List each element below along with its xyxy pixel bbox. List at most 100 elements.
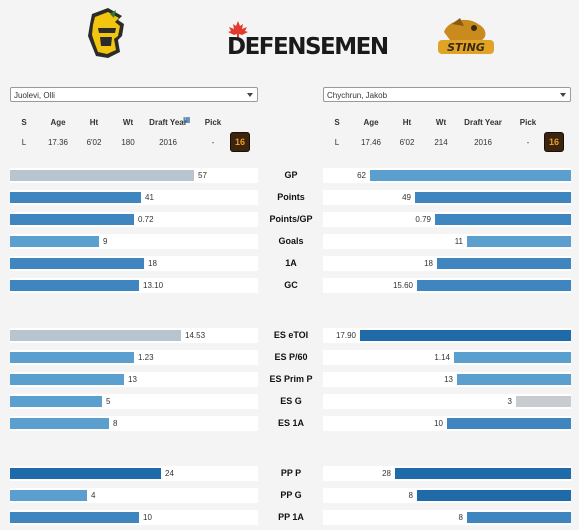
- info-value-ht-right: 6'02: [399, 138, 415, 147]
- stat-bar-left-points-gp[interactable]: [10, 214, 134, 225]
- stat-bar-left-pp-p[interactable]: [10, 468, 161, 479]
- stat-label-es-g: ES G: [280, 396, 302, 406]
- brand-title: DEFENSEMEN: [213, 18, 389, 62]
- stat-value-right-es-etoi: 17.90: [335, 331, 356, 340]
- stat-bar-left-points[interactable]: [10, 192, 141, 203]
- stat-label-pp-g: PP G: [280, 490, 302, 500]
- stat-value-right-pp-g: 8: [408, 491, 413, 500]
- info-header-age-right: Age: [363, 118, 379, 127]
- stat-value-left-points: 41: [145, 193, 154, 202]
- stat-value-left-1a: 18: [148, 259, 157, 268]
- stat-value-right-es-p-60: 1.14: [434, 353, 450, 362]
- maple-leaf-icon: [228, 21, 248, 39]
- stat-bar-right-es-1a[interactable]: [447, 418, 571, 429]
- stat-bar-left-gc[interactable]: [10, 280, 139, 291]
- info-header-wt-left: Wt: [122, 118, 134, 127]
- info-value-wt-left: 180: [121, 138, 135, 147]
- stat-value-left-es-prim-p: 13: [128, 375, 137, 384]
- stat-bar-right-pp-p[interactable]: [395, 468, 571, 479]
- stat-bar-right-points[interactable]: [415, 192, 571, 203]
- stat-bar-left-es-p-60[interactable]: [10, 352, 134, 363]
- stat-bar-left-goals[interactable]: [10, 236, 99, 247]
- player-select-left[interactable]: Juolevi, Olli: [10, 87, 258, 102]
- stat-bar-right-gp[interactable]: [370, 170, 571, 181]
- info-header-age-left: Age: [50, 118, 66, 127]
- stat-value-left-pp-p: 24: [165, 469, 174, 478]
- stat-label-points-gp: Points/GP: [269, 214, 313, 224]
- info-header-wt-right: Wt: [435, 118, 447, 127]
- knight-helmet-logo-icon: [78, 6, 136, 64]
- info-header-s-right: S: [334, 118, 340, 127]
- info-value-s-right: L: [334, 138, 340, 147]
- info-header-ht-left: Ht: [89, 118, 99, 127]
- stat-bar-left-es-prim-p[interactable]: [10, 374, 124, 385]
- stat-label-es-p-60: ES P/60: [274, 352, 308, 362]
- stat-bar-right-pp-1a[interactable]: [467, 512, 571, 523]
- info-value-s-left: L: [21, 138, 27, 147]
- stat-label-es-etoi: ES eTOI: [273, 330, 309, 340]
- info-value-draftyear-left: 2016: [159, 138, 177, 147]
- stat-label-pp-p: PP P: [280, 468, 302, 478]
- stat-label-es-1a: ES 1A: [277, 418, 304, 428]
- svg-text:STING: STING: [447, 41, 485, 54]
- stat-bar-left-gp[interactable]: [10, 170, 194, 181]
- info-header-s-left: S: [21, 118, 27, 127]
- stat-value-left-pp-g: 4: [91, 491, 96, 500]
- stat-bar-right-goals[interactable]: [467, 236, 571, 247]
- stat-bar-left-1a[interactable]: [10, 258, 144, 269]
- stat-bar-left-pp-g[interactable]: [10, 490, 87, 501]
- stat-bar-left-pp-1a[interactable]: [10, 512, 139, 523]
- stat-label-gc: GC: [284, 280, 298, 290]
- info-header-pick-right: Pick: [519, 118, 537, 127]
- stat-label-gp: GP: [284, 170, 298, 180]
- stat-bar-right-es-prim-p[interactable]: [457, 374, 571, 385]
- player-select-left-value: Juolevi, Olli: [14, 91, 55, 100]
- info-value-age-left: 17.36: [47, 138, 69, 147]
- stat-bar-right-points-gp[interactable]: [435, 214, 571, 225]
- stat-bar-right-pp-g[interactable]: [417, 490, 571, 501]
- stat-label-pp-1a: PP 1A: [278, 512, 304, 522]
- stat-bar-left-es-1a[interactable]: [10, 418, 109, 429]
- stat-bar-left-es-g[interactable]: [10, 396, 102, 407]
- stat-value-left-pp-1a: 10: [143, 513, 152, 522]
- info-header-ht-right: Ht: [402, 118, 412, 127]
- stat-value-right-pp-p: 28: [382, 469, 391, 478]
- stat-bar-right-gc[interactable]: [417, 280, 571, 291]
- info-value-age-right: 17.46: [360, 138, 382, 147]
- stat-value-right-1a: 18: [424, 259, 433, 268]
- stat-value-left-es-1a: 8: [113, 419, 118, 428]
- info-header-draftyear-left: Draft Year: [149, 118, 187, 127]
- chevron-down-icon: [560, 93, 566, 97]
- stat-label-goals: Goals: [278, 236, 304, 246]
- team-badge-left: 16: [230, 132, 250, 152]
- stat-value-right-gc: 15.60: [392, 281, 413, 290]
- stat-value-right-es-prim-p: 13: [444, 375, 453, 384]
- stat-value-left-gc: 13.10: [143, 281, 164, 290]
- info-value-draftyear-right: 2016: [474, 138, 492, 147]
- sting-logo-icon: STING: [434, 14, 498, 60]
- stat-value-right-points-gp: 0.79: [415, 215, 431, 224]
- info-header-pick-left: Pick: [204, 118, 222, 127]
- info-value-pick-left: -: [211, 138, 215, 147]
- info-value-wt-right: 214: [434, 138, 448, 147]
- stat-value-right-es-g: 3: [507, 397, 512, 406]
- team-badge-right: 16: [544, 132, 564, 152]
- player-select-right[interactable]: Chychrun, Jakob: [323, 87, 571, 102]
- stat-value-left-es-etoi: 14.53: [185, 331, 206, 340]
- stat-bar-left-es-etoi[interactable]: [10, 330, 181, 341]
- stat-value-right-goals: 11: [454, 237, 463, 246]
- calendar-icon[interactable]: ▦: [183, 115, 191, 124]
- stat-label-1a: 1A: [285, 258, 297, 268]
- stat-value-left-gp: 57: [198, 171, 207, 180]
- stat-value-right-pp-1a: 8: [458, 513, 463, 522]
- stat-bar-right-es-g[interactable]: [516, 396, 571, 407]
- stat-bar-right-1a[interactable]: [437, 258, 571, 269]
- stat-label-es-prim-p: ES Prim P: [269, 374, 313, 384]
- stat-value-left-es-g: 5: [106, 397, 111, 406]
- stat-value-right-gp: 62: [357, 171, 366, 180]
- stat-bar-right-es-etoi[interactable]: [360, 330, 571, 341]
- stat-bar-right-es-p-60[interactable]: [454, 352, 571, 363]
- stat-row-right-es-g: [323, 394, 571, 409]
- stat-label-points: Points: [277, 192, 305, 202]
- stat-value-left-es-p-60: 1.23: [138, 353, 154, 362]
